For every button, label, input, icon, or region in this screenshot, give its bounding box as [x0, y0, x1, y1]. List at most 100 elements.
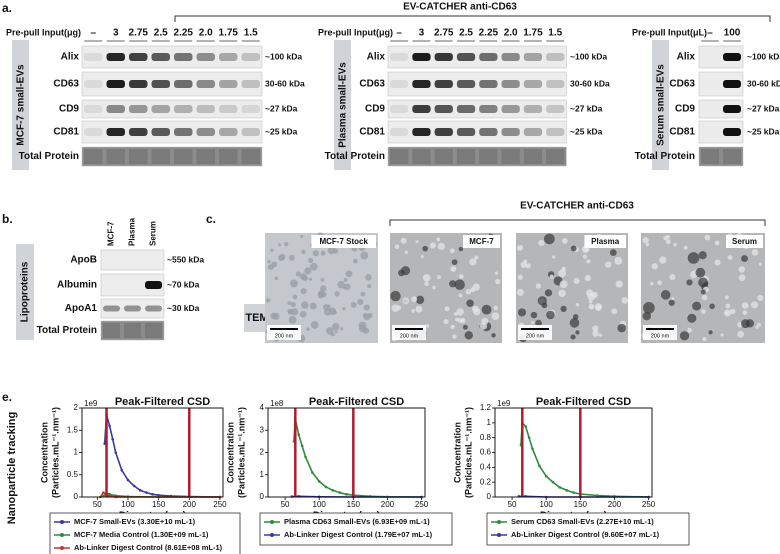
- band: [124, 305, 141, 312]
- tem-particle: [450, 324, 455, 330]
- x-tick-label: 250: [642, 500, 656, 509]
- y-tick-label: 2: [74, 403, 79, 412]
- band: [219, 80, 238, 88]
- band: [84, 80, 103, 88]
- y-axis-label: (Particles.mL⁻¹.nm⁻¹): [50, 407, 60, 498]
- lane-stain: [145, 323, 162, 338]
- series-marker: [345, 493, 348, 496]
- band: [129, 105, 148, 113]
- tem-particle: [708, 330, 713, 335]
- tem-particle: [720, 333, 724, 337]
- row-label: Alix: [677, 52, 696, 63]
- series-marker: [102, 491, 105, 494]
- tem-particle: [473, 307, 481, 316]
- blot-strip: [81, 99, 263, 119]
- tem-particle: [425, 323, 430, 328]
- series-marker: [120, 469, 124, 472]
- tem-particle: [679, 331, 690, 341]
- y-tick-label: 1: [487, 418, 492, 427]
- tem-particle: [573, 277, 580, 284]
- row-label: ApoA1: [65, 303, 98, 314]
- blot-strip: [81, 45, 263, 69]
- tem-particle: [737, 330, 745, 338]
- tem-particle: [469, 258, 477, 266]
- tem-particle: [704, 234, 711, 241]
- row-label: ApoB: [70, 255, 97, 266]
- tem-particle: [544, 233, 555, 245]
- band: [723, 105, 741, 113]
- tem-particle: [363, 304, 370, 311]
- lane-label: 2.5: [154, 28, 168, 39]
- x-tick-label: 100: [121, 500, 135, 509]
- band: [546, 53, 565, 61]
- tem-particle: [326, 304, 331, 309]
- tem-particle: [745, 319, 755, 328]
- band: [523, 53, 543, 61]
- lane-stain: [174, 149, 193, 164]
- scale-label: 200 nm: [526, 333, 545, 339]
- tem-particle: [546, 310, 555, 320]
- legend-label: Ab-Linker Digest Control (8.61E+08 mL-1): [74, 543, 223, 552]
- y-tick-label: 2: [260, 448, 265, 457]
- tem-particle: [267, 260, 271, 264]
- size-label: ~550 kDa: [167, 254, 204, 264]
- lane-stain: [106, 149, 125, 164]
- tem-particle: [517, 274, 523, 280]
- tem-particle: [709, 303, 715, 310]
- tem-particle: [466, 299, 474, 307]
- tem-particle: [401, 266, 411, 276]
- tem-particle: [741, 255, 748, 263]
- tem-particle: [582, 254, 588, 259]
- blot-strip: [387, 120, 567, 144]
- scale-label: 200 nm: [400, 333, 419, 339]
- size-label: ~100 kDa: [265, 51, 302, 61]
- side-label: Nanoparticle tracking: [6, 412, 18, 524]
- tem-particle: [700, 289, 706, 295]
- lane-label: 1.5: [244, 28, 258, 39]
- x-tick-label: 100: [313, 500, 327, 509]
- legend-box: [486, 512, 690, 546]
- band: [434, 80, 453, 88]
- x-tick-label: 50: [93, 500, 102, 509]
- tem-particle: [481, 304, 492, 315]
- tem-particle: [538, 239, 545, 247]
- tem-particle: [595, 304, 602, 311]
- tem-particle: [549, 274, 554, 279]
- tem-particle: [450, 265, 457, 272]
- tem-particle: [575, 330, 580, 335]
- tem-particle: [287, 301, 292, 305]
- band: [456, 128, 476, 136]
- tem-particle: [686, 279, 693, 286]
- lane-label: 2.25: [174, 28, 194, 39]
- band: [151, 80, 170, 88]
- tem-particle: [701, 294, 708, 301]
- tem-particle: [673, 243, 677, 247]
- y-tick-label: 4: [260, 403, 265, 412]
- tem-particle: [701, 309, 706, 314]
- lane-stain: [151, 149, 170, 164]
- row-label: CD81: [53, 127, 79, 138]
- tem-particle: [299, 310, 307, 318]
- tem-particle: [584, 274, 591, 282]
- tem-particle: [400, 237, 407, 244]
- tem-particle: [683, 245, 688, 250]
- blot-strip: [100, 249, 165, 271]
- series-marker: [317, 480, 321, 483]
- lane-stain: [523, 149, 543, 164]
- tem-particle: [592, 330, 599, 337]
- tem-particle: [525, 263, 531, 269]
- y-tick-label: 1: [74, 448, 79, 457]
- lane-label: Plasma: [128, 217, 137, 246]
- size-label: ~27 kDa: [570, 103, 603, 113]
- lane-label: –: [396, 28, 402, 39]
- row-label: CD63: [53, 79, 79, 90]
- tem-particle: [411, 308, 416, 313]
- band: [501, 128, 520, 136]
- series-marker: [300, 444, 304, 448]
- blot-strip: [698, 120, 744, 144]
- tem-particle: [727, 255, 733, 260]
- tem-particle: [301, 301, 309, 309]
- band: [723, 53, 741, 61]
- row-label: Alix: [367, 52, 386, 63]
- x-tick-label: 50: [508, 500, 517, 509]
